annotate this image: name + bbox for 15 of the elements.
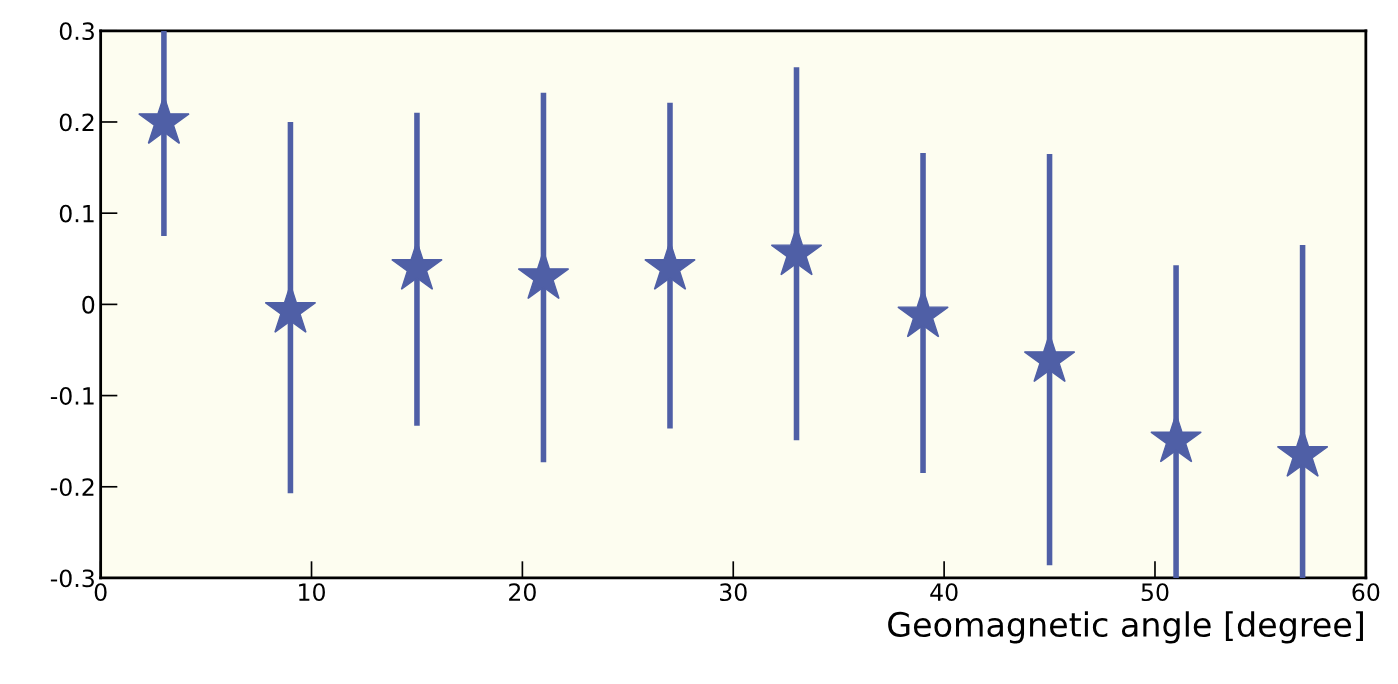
y-tick-label: 0.3 (59, 22, 94, 41)
x-tick-label: 50 (1141, 583, 1169, 602)
x-tick-label: 10 (299, 583, 325, 602)
x-tick-label: 60 (1352, 583, 1380, 602)
x-tick-label: 0 (94, 583, 107, 602)
x-axis-title: Geomagnetic angle [degree] (888, 611, 1363, 644)
y-tick-label: -0.1 (50, 387, 94, 405)
y-tick-label: -0.2 (50, 478, 94, 497)
x-tick-label: 30 (720, 583, 747, 602)
y-tick-label: 0.2 (59, 113, 94, 132)
y-tick-label: 0 (82, 295, 95, 314)
x-tick-label: 20 (509, 583, 536, 602)
x-tick-label: 40 (930, 583, 958, 602)
y-tick-label: 0.1 (59, 204, 94, 223)
y-tick-label: -0.3 (50, 569, 94, 588)
